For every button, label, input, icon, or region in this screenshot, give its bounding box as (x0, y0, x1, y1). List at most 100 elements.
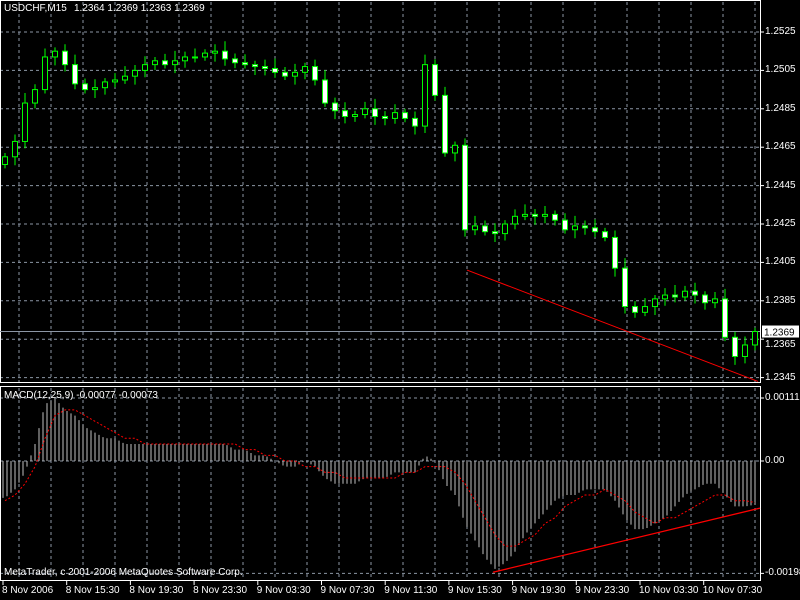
price-tick-label: 1.2445 (765, 179, 796, 191)
time-tick-label: 10 Nov 07:30 (702, 585, 763, 596)
candle-body (152, 60, 158, 66)
price-panel-border (0, 0, 761, 383)
candle-body (192, 56, 198, 59)
time-tick-label: 10 Nov 03:30 (639, 585, 699, 596)
candle-body (132, 69, 138, 77)
candle-body (442, 94, 448, 154)
candle-body (732, 336, 738, 357)
candle-body (82, 83, 88, 91)
candle-body (322, 79, 328, 104)
candle-body (202, 52, 208, 58)
candle-body (652, 298, 658, 308)
candle-body (142, 64, 148, 71)
candle-body (742, 344, 748, 357)
candle-body (222, 50, 228, 60)
candle-body (292, 71, 298, 77)
candle-body (212, 50, 218, 54)
copyright-label: MetaTrader, c 2001-2006 MetaQuotes Softw… (4, 567, 243, 578)
candle-body (2, 156, 8, 165)
macd-tick-label: 0.00111 (765, 392, 800, 403)
time-tick-label: 9 Nov 23:30 (575, 585, 630, 596)
candle-body (622, 267, 628, 308)
candle-body (532, 213, 538, 217)
candle-body (612, 236, 618, 269)
time-tick-label: 8 Nov 15:30 (65, 585, 120, 596)
candle-body (512, 215, 518, 225)
candle-body (242, 62, 248, 66)
candle-body (342, 110, 348, 117)
macd-panel-border (0, 386, 761, 581)
macd-label: MACD(12,25,9) -0.00077 -0.00073 (4, 390, 158, 401)
candle-body (42, 56, 48, 91)
candle-body (12, 140, 18, 158)
candle-body (582, 225, 588, 229)
time-tick-label: 8 Nov 23:30 (193, 585, 248, 596)
time-tick-label: 9 Nov 03:30 (256, 585, 311, 596)
symbol-label: USDCHF,M15 (4, 3, 67, 14)
candle-body (522, 213, 528, 217)
macd-tick-label: 0.00 (765, 455, 785, 466)
candle-body (332, 102, 338, 112)
candle-body (592, 227, 598, 233)
price-tick-label: 1.2345 (765, 371, 796, 383)
candle-body (572, 225, 578, 231)
candle-body (282, 71, 288, 77)
time-tick-label: 9 Nov 19:30 (511, 585, 566, 596)
time-tick-label: 8 Nov 2006 (2, 585, 54, 596)
candle-body (302, 66, 308, 73)
candle-body (432, 64, 438, 96)
candle-body (382, 115, 388, 119)
current-price-tag-text: 1.2369 (764, 328, 795, 339)
candle-body (602, 231, 608, 238)
candle-body (492, 231, 498, 235)
candle-body (402, 112, 408, 119)
price-tick-label: 1.2525 (765, 26, 796, 37)
candle-body (122, 75, 128, 81)
price-tick-label: 1.2465 (765, 141, 796, 153)
candle-body (692, 290, 698, 296)
macd-trendline (492, 507, 761, 573)
candle-body (682, 290, 688, 298)
candle-body (182, 56, 188, 62)
candle-body (702, 294, 708, 304)
price-trendline (466, 269, 759, 382)
candle-body (112, 79, 118, 83)
candle-body (92, 87, 98, 91)
candle-body (712, 298, 718, 304)
candle-body (542, 213, 548, 217)
candle-body (232, 58, 238, 64)
candle-body (462, 144, 468, 231)
candle-body (72, 64, 78, 85)
candle-body (52, 50, 58, 58)
candle-body (372, 108, 378, 117)
time-tick-label: 9 Nov 07:30 (320, 585, 375, 596)
candle-body (672, 294, 678, 298)
candle-body (252, 64, 258, 68)
candle-body (32, 89, 38, 104)
candle-body (452, 144, 458, 154)
candle-body (422, 64, 428, 127)
candle-body (392, 112, 398, 119)
ohlc-readout: 1.2364 1.2369 1.2363 1.2369 (74, 3, 205, 14)
price-tick-label: 1.2385 (765, 294, 796, 306)
price-tick-label: 1.2405 (765, 256, 796, 268)
price-tick-label: 1.2365 (765, 338, 796, 350)
candle-body (562, 219, 568, 231)
time-tick-label: 9 Nov 11:30 (384, 585, 438, 596)
candle-body (362, 108, 368, 116)
candle-body (352, 114, 358, 117)
candle-body (642, 306, 648, 313)
candle-body (502, 223, 508, 235)
price-tick-label: 1.2505 (765, 64, 796, 76)
price-tick-label: 1.2425 (765, 218, 796, 229)
candle-body (22, 102, 28, 142)
time-tick-label: 8 Nov 19:30 (129, 585, 184, 596)
price-tick-label: 1.2485 (765, 102, 796, 114)
candle-body (482, 225, 488, 233)
candle-body (412, 117, 418, 127)
candle-body (102, 81, 108, 89)
candle-body (272, 67, 278, 73)
candle-body (172, 60, 178, 66)
